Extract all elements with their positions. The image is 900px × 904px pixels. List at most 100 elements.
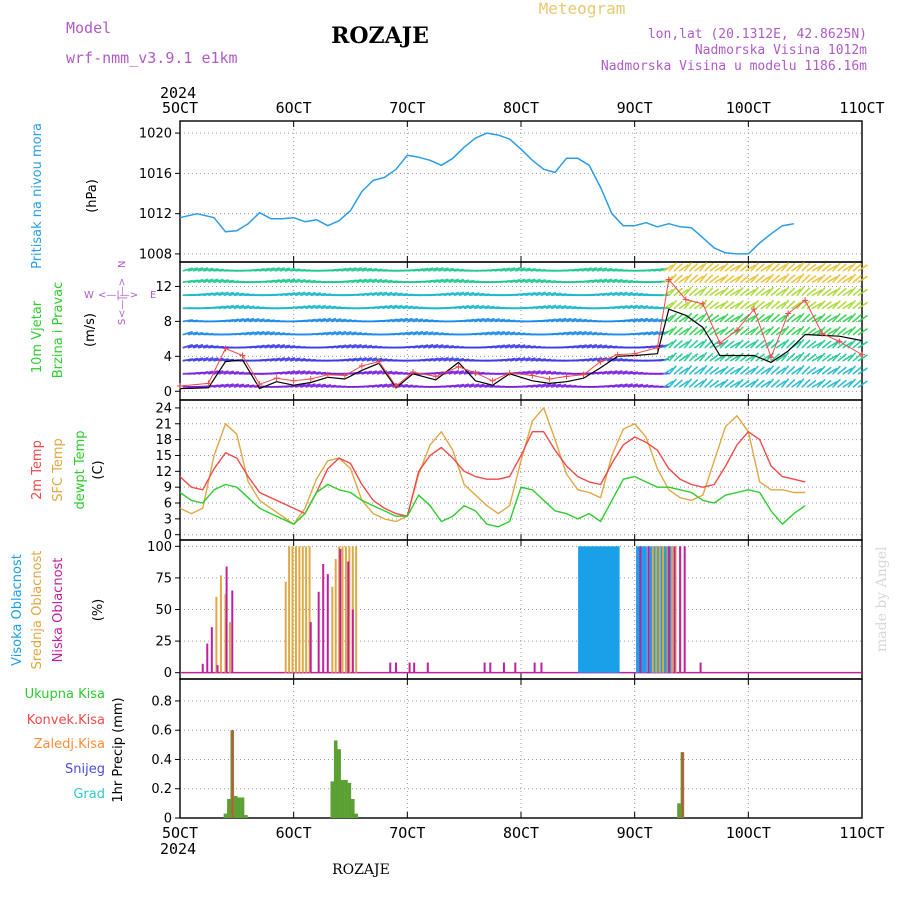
wind-gust-marker: [490, 378, 496, 384]
cloud-high-bar: [595, 546, 599, 672]
temp-2m-line: [180, 432, 805, 517]
cloud-mid-bar: [671, 546, 673, 672]
precip-total-bar: [341, 780, 345, 818]
x-tick-label-bottom: 7OCT: [389, 824, 425, 842]
wind-title-1: 10m Vjetar: [30, 300, 45, 373]
cloud-mid-bar: [342, 546, 344, 672]
cloud-low-bar: [534, 663, 536, 673]
x-tick-label-bottom: 8OCT: [503, 824, 539, 842]
precip-frozen-label: Zaledj.Kisa: [34, 737, 105, 752]
y-tick-label: 100: [147, 540, 172, 555]
cloud-unit: (%): [91, 599, 106, 622]
temp-sfc-line: [180, 408, 805, 524]
model-label: Model: [66, 19, 111, 37]
pressure-line: [180, 133, 794, 254]
x-tick-label-top: 6OCT: [276, 99, 312, 117]
cloud-mid-bar: [662, 546, 664, 672]
cloud-high-bar: [599, 546, 603, 672]
y-tick-label: 1020: [139, 127, 172, 142]
precip-total-bar: [244, 815, 248, 818]
precip-total-bar: [337, 749, 341, 818]
pressure-title: Pritisak na nivou mora: [30, 123, 45, 269]
precip-conv-bar: [682, 752, 684, 818]
compass-n: N: [117, 261, 128, 268]
cloud-low-bar: [327, 574, 329, 673]
y-tick-label: 9: [164, 481, 172, 496]
y-tick-label: 12: [155, 280, 172, 295]
precip-total-bar: [354, 814, 358, 818]
cloud-mid-bar: [298, 546, 300, 672]
precip-total-bar: [227, 799, 231, 818]
x-tick-label-bottom: 9OCT: [617, 824, 653, 842]
y-tick-label: 18: [155, 433, 172, 448]
precip-conv-label: Konvek.Kisa: [27, 713, 105, 728]
precip-total-bar: [351, 799, 355, 818]
cloud-low-bar: [211, 627, 213, 672]
temp-2m-label: 2m Temp: [30, 440, 45, 500]
x-tick-label-bottom: 10OCT: [726, 824, 771, 842]
cloud-mid-bar: [305, 546, 307, 672]
cloud-mid-bar: [302, 546, 304, 672]
year-bottom: 2024: [160, 840, 196, 858]
cloud-low-bar: [639, 546, 641, 672]
y-tick-label: 1016: [139, 167, 172, 182]
cloud-high-bar: [609, 546, 613, 672]
cloud-mid-bar: [331, 587, 333, 673]
cloud-high-bar: [578, 546, 582, 672]
y-tick-label: 0.4: [151, 753, 172, 768]
precip-total-label: Ukupna Kisa: [25, 687, 105, 702]
precip-total-bar: [234, 796, 238, 818]
cloud-mid-bar: [220, 575, 222, 672]
cloud-low-bar: [395, 663, 397, 673]
y-tick-label: 1008: [139, 247, 172, 262]
cloud-mid-bar: [288, 546, 290, 672]
cloud-low-bar: [310, 622, 312, 673]
compass-vert: <—|—>: [117, 278, 128, 318]
y-tick-label: 1012: [139, 207, 172, 222]
precip-total-bar: [331, 781, 335, 818]
cloud-mid-bar: [652, 546, 654, 672]
cloud-low-bar: [217, 665, 219, 673]
cloud-low-label: Niska Oblacnost: [51, 558, 66, 663]
y-tick-label: 8: [164, 315, 172, 330]
x-tick-label-bottom: 11OCT: [839, 824, 884, 842]
y-tick-label: 25: [155, 635, 172, 650]
wind-gust-marker: [291, 378, 297, 384]
x-tick-label-bottom: 5OCT: [162, 824, 198, 842]
cloud-high-bar: [582, 546, 586, 672]
wind-title-2: Brzina i Pravac: [51, 282, 66, 379]
cloud-high-label: Visoka Oblacnost: [10, 554, 25, 666]
station-title: ROZAJE: [331, 23, 429, 49]
model-name: wrf-nmm_v3.9.1 e1km: [66, 49, 238, 67]
wind-gust-marker: [308, 376, 314, 382]
compass-s: S: [117, 319, 128, 325]
y-tick-label: 75: [155, 571, 172, 586]
cloud-low-bar: [700, 663, 702, 673]
cloud-low-bar: [540, 663, 542, 673]
wind-gust-marker: [274, 375, 280, 381]
precip-total-bar: [237, 798, 241, 818]
cloud-low-bar: [352, 610, 354, 673]
cloud-mid-bar: [355, 546, 357, 672]
precip-total-bar: [224, 814, 228, 818]
cloud-low-bar: [684, 546, 686, 672]
cloud-low-bar: [347, 561, 349, 672]
y-tick-label: 4: [164, 350, 172, 365]
meteogram-title: Meteogram: [539, 0, 626, 18]
precip-graupel-label: Grad: [73, 787, 105, 802]
cloud-mid-bar: [229, 622, 231, 673]
cloud-high-bar: [616, 546, 620, 672]
wind-gust-marker: [240, 352, 246, 358]
y-tick-label: 0: [164, 666, 172, 681]
x-tick-label-bottom: 6OCT: [276, 824, 312, 842]
precip-unit: 1hr Precip (mm): [111, 697, 126, 802]
lonlat-label: lon,lat (20.1312E, 42.8625N): [648, 27, 867, 42]
credit-label: made by Angel: [874, 546, 890, 652]
precip-conv-bar: [231, 730, 233, 818]
cloud-high-bar: [588, 546, 592, 672]
cloud-low-bar: [206, 644, 208, 673]
compass-w: W: [84, 290, 94, 301]
y-tick-label: 0.8: [151, 694, 172, 709]
